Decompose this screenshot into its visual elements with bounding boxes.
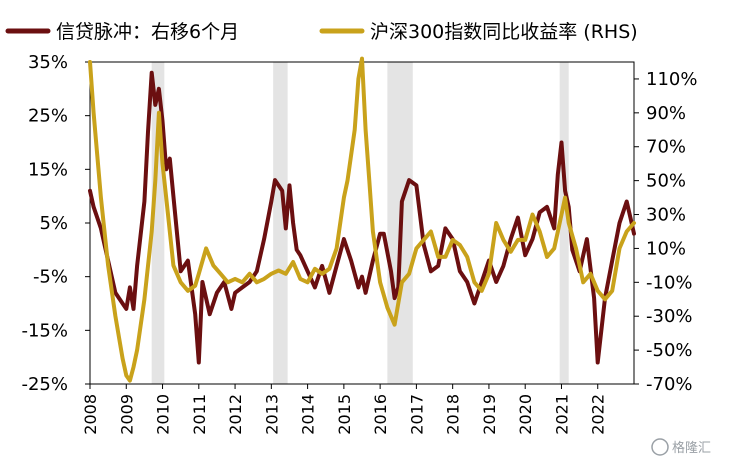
right-tick-label: -50%: [646, 340, 693, 361]
x-tick-label: 2012: [226, 394, 245, 435]
x-tick-label: 2020: [516, 394, 535, 435]
right-tick-label: 110%: [646, 69, 697, 90]
x-axis: 2008 2009 2010 2011 2012 2013 2014 2015 2016 2017…: [81, 384, 608, 435]
left-tick-label: -25%: [21, 374, 68, 395]
x-tick-label: 2016: [371, 394, 390, 435]
shaded-periods: [151, 62, 569, 384]
right-tick-label: -10%: [646, 272, 693, 293]
right-tick-label: 90%: [646, 103, 686, 124]
x-tick-label: 2011: [190, 394, 209, 435]
left-axis: 35% 25% 15% 5% -5% -15% -25%: [21, 52, 90, 395]
legend: 信贷脉冲：右移6个月 沪深300指数同比收益率 (RHS): [5, 21, 638, 43]
x-tick-label: 2013: [262, 394, 281, 435]
left-tick-label: -15%: [21, 320, 68, 341]
watermark-logo-icon: [651, 438, 669, 456]
left-tick-label: 15%: [28, 159, 68, 180]
legend-label-credit-pulse: 信贷脉冲：右移6个月: [56, 21, 239, 43]
x-tick-label: 2019: [480, 394, 499, 435]
x-tick-label: 2008: [81, 394, 100, 435]
right-tick-label: -30%: [646, 306, 693, 327]
right-tick-label: 70%: [646, 137, 686, 158]
watermark: 格隆汇: [651, 438, 711, 456]
right-tick-label: 10%: [646, 238, 686, 259]
x-tick-label: 2018: [444, 394, 463, 435]
x-tick-label: 2022: [589, 394, 608, 435]
right-tick-label: -70%: [646, 374, 693, 395]
watermark-text: 格隆汇: [672, 440, 711, 456]
shaded-period-3: [559, 62, 569, 384]
x-tick-label: 2017: [407, 394, 426, 435]
x-tick-label: 2009: [117, 394, 136, 435]
right-axis: 110% 90% 70% 50% 30% 10% -10% -30% -50% -70%: [634, 69, 697, 395]
right-tick-label: 30%: [646, 205, 686, 226]
x-tick-label: 2014: [299, 394, 318, 435]
x-tick-label: 2010: [154, 394, 173, 435]
x-tick-label: 2021: [552, 394, 571, 435]
series-lines: [88, 56, 636, 383]
legend-label-csi300: 沪深300指数同比收益率 (RHS): [370, 21, 638, 43]
x-tick-label: 2015: [335, 394, 354, 435]
series-line-1: [88, 56, 636, 383]
left-tick-label: 5%: [39, 213, 68, 234]
series-line-0: [88, 70, 636, 365]
left-tick-label: 25%: [28, 106, 68, 127]
shaded-period-1: [273, 62, 288, 384]
left-tick-label: -5%: [33, 267, 68, 288]
left-tick-label: 35%: [28, 52, 68, 73]
right-tick-label: 50%: [646, 171, 686, 192]
